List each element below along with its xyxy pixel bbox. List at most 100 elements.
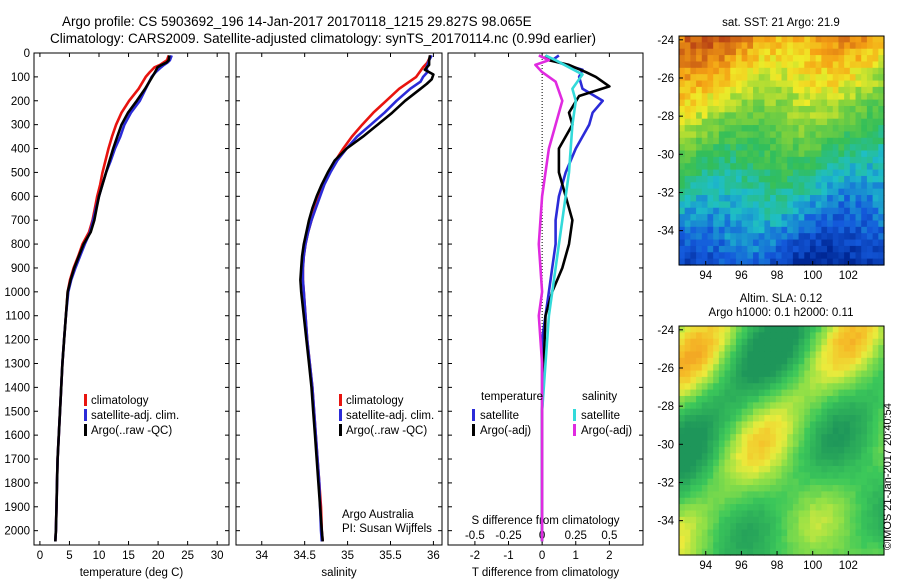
map-cell: [770, 214, 777, 222]
map-cell: [861, 370, 868, 378]
map-cell: [713, 42, 720, 50]
map-cell: [690, 163, 697, 171]
map-cell: [730, 472, 737, 480]
map-cell: [821, 497, 828, 505]
map-cell: [758, 497, 766, 505]
map-cell: [787, 245, 794, 253]
map-cell: [832, 137, 840, 145]
map-cell: [718, 345, 726, 353]
map-cell: [770, 188, 777, 196]
map-cell: [878, 150, 885, 158]
map-cell: [713, 535, 720, 543]
map-cell: [844, 389, 851, 397]
map-cell: [758, 125, 766, 133]
map-cell: [792, 131, 800, 139]
map-cell: [855, 252, 862, 260]
map-cell: [844, 434, 851, 442]
map-cell: [707, 182, 714, 190]
map-cell: [747, 55, 754, 63]
map-cell: [718, 510, 726, 518]
y-tick-label: 1700: [4, 454, 30, 466]
legend-swatch: [573, 424, 576, 436]
map-cell: [713, 214, 720, 222]
map-cell: [775, 150, 783, 158]
map-cell: [770, 175, 777, 183]
map-cell: [718, 491, 726, 499]
map-cell: [718, 516, 726, 524]
map-cell: [713, 351, 720, 359]
map-cell: [735, 434, 743, 442]
map-cell: [724, 125, 731, 133]
map-cell: [775, 504, 783, 512]
map-cell: [866, 169, 874, 177]
map-cell: [747, 415, 754, 423]
map-cell: [696, 383, 703, 391]
map-cell: [798, 370, 805, 378]
map-cell: [724, 220, 731, 228]
map-cell: [866, 370, 874, 378]
map-cell: [827, 478, 834, 486]
map-cell: [809, 370, 817, 378]
map-cell: [679, 370, 686, 378]
map-cell: [866, 485, 874, 492]
map-cell: [713, 226, 720, 234]
map-cell: [758, 415, 766, 423]
map-cell: [861, 131, 868, 139]
map-cell: [764, 233, 771, 241]
map-cell: [866, 440, 874, 448]
map-cell: [787, 182, 794, 190]
map-cell: [787, 510, 794, 518]
map-cell: [815, 465, 822, 473]
map-cell: [753, 548, 760, 556]
map-cell: [775, 485, 783, 492]
map-cell: [878, 459, 885, 467]
map-cell: [690, 67, 697, 75]
map-cell: [866, 137, 874, 145]
map-cell: [821, 239, 828, 247]
map-cell: [735, 535, 743, 543]
map-cell: [707, 74, 714, 82]
map-cell: [679, 548, 686, 556]
map-cell: [684, 112, 691, 120]
map-cell: [758, 207, 766, 215]
map-cell: [718, 446, 726, 454]
map-cell: [747, 112, 754, 120]
map-cell: [809, 220, 817, 228]
map-cell: [804, 201, 811, 209]
map-cell: [787, 523, 794, 531]
map-cell: [758, 338, 766, 346]
map-cell: [690, 383, 697, 391]
map-cell: [690, 421, 697, 429]
map-cell: [872, 376, 879, 384]
map-cell: [747, 332, 754, 340]
map-cell: [861, 239, 868, 247]
map-cell: [798, 510, 805, 518]
map-cell: [849, 233, 857, 241]
map-cell: [849, 150, 857, 158]
map-cell: [809, 252, 817, 260]
map-cell: [838, 131, 845, 139]
map-cell: [804, 169, 811, 177]
map-cell: [753, 252, 760, 260]
map-cell: [832, 395, 840, 403]
map-cell: [821, 169, 828, 177]
map-cell: [878, 201, 885, 209]
map-cell: [821, 233, 828, 241]
map-cell: [696, 201, 703, 209]
map-cell: [838, 61, 845, 69]
map-cell: [718, 478, 726, 486]
map-cell: [707, 258, 714, 266]
map-cell: [781, 338, 788, 346]
map-cell: [838, 188, 845, 196]
map-cell: [809, 74, 817, 82]
map-cell: [872, 125, 879, 133]
map-cell: [730, 338, 737, 346]
map-cell: [781, 48, 788, 56]
map-cell: [804, 220, 811, 228]
map-cell: [832, 535, 840, 543]
map-cell: [872, 86, 879, 94]
map-cell: [758, 48, 766, 56]
map-cell: [872, 389, 879, 397]
map-cell: [679, 427, 686, 435]
map-cell: [758, 485, 766, 492]
